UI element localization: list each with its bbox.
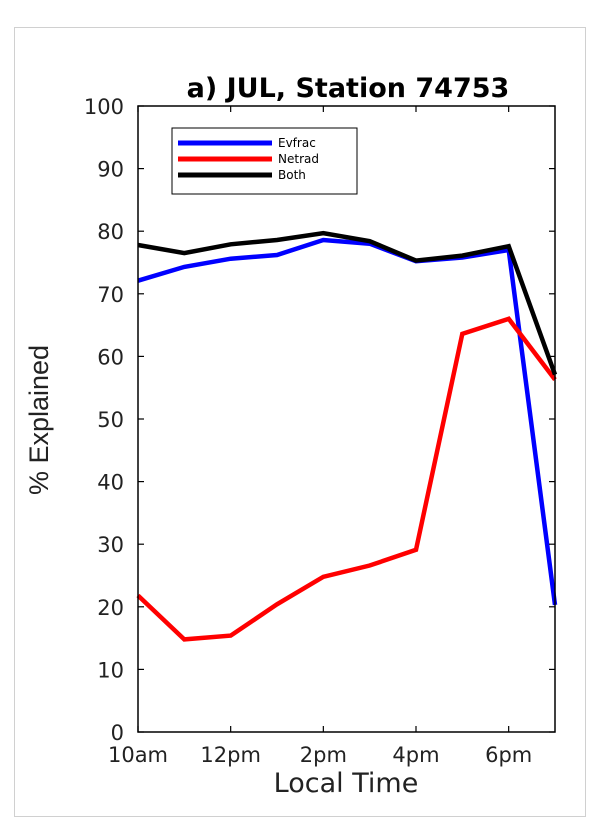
y-tick-label: 0 bbox=[111, 721, 124, 745]
y-tick-label: 80 bbox=[97, 220, 124, 244]
y-tick-label: 10 bbox=[97, 658, 124, 682]
y-tick-label: 60 bbox=[97, 345, 124, 369]
y-tick-label: 30 bbox=[97, 533, 124, 557]
y-tick-label: 90 bbox=[97, 158, 124, 182]
series-line-both bbox=[137, 230, 558, 376]
x-tick-label: 12pm bbox=[200, 743, 261, 767]
y-tick-label: 50 bbox=[97, 408, 124, 432]
y-tick-label: 100 bbox=[84, 95, 124, 119]
x-tick-label: 6pm bbox=[485, 743, 532, 767]
y-axis-label: % Explained bbox=[24, 345, 54, 495]
x-tick-label: 4pm bbox=[392, 743, 439, 767]
x-tick-label: 10am bbox=[108, 743, 168, 767]
legend-label: Both bbox=[278, 168, 306, 182]
chart-title: a) JUL, Station 74753 bbox=[187, 73, 510, 104]
legend-label: Netrad bbox=[278, 152, 319, 166]
x-axis-label: Local Time bbox=[274, 768, 419, 799]
legend-label: Evfrac bbox=[278, 136, 316, 150]
x-tick-label: 2pm bbox=[300, 743, 347, 767]
axis-ticks: 0 10 20 30 40 50 60 70 80 90 100 10am 12pm 2pm 4pm 6pm bbox=[84, 95, 555, 767]
y-tick-label: 20 bbox=[97, 596, 124, 620]
series-lines bbox=[136, 230, 558, 642]
y-tick-label: 70 bbox=[97, 283, 124, 307]
legend: Evfrac Netrad Both bbox=[171, 127, 358, 195]
series-line-evfrac bbox=[137, 237, 558, 606]
series-line-netrad bbox=[136, 316, 557, 642]
y-tick-label: 40 bbox=[97, 471, 124, 495]
